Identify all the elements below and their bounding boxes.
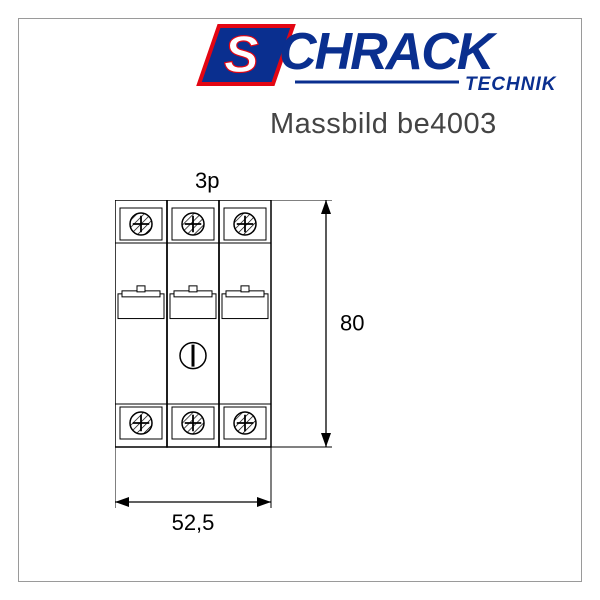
svg-text:52,5: 52,5 <box>172 510 215 535</box>
svg-text:80: 80 <box>340 311 364 336</box>
brand-logo: S S CHRACK TECHNIK <box>195 20 575 98</box>
svg-text:CHRACK: CHRACK <box>279 23 498 81</box>
dimension-diagram: 80 52,5 <box>115 200 396 552</box>
svg-text:S: S <box>224 26 259 84</box>
svg-text:TECHNIK: TECHNIK <box>465 74 557 95</box>
poles-label: 3p <box>195 168 219 194</box>
subtitle: Massbild be4003 <box>270 108 497 141</box>
